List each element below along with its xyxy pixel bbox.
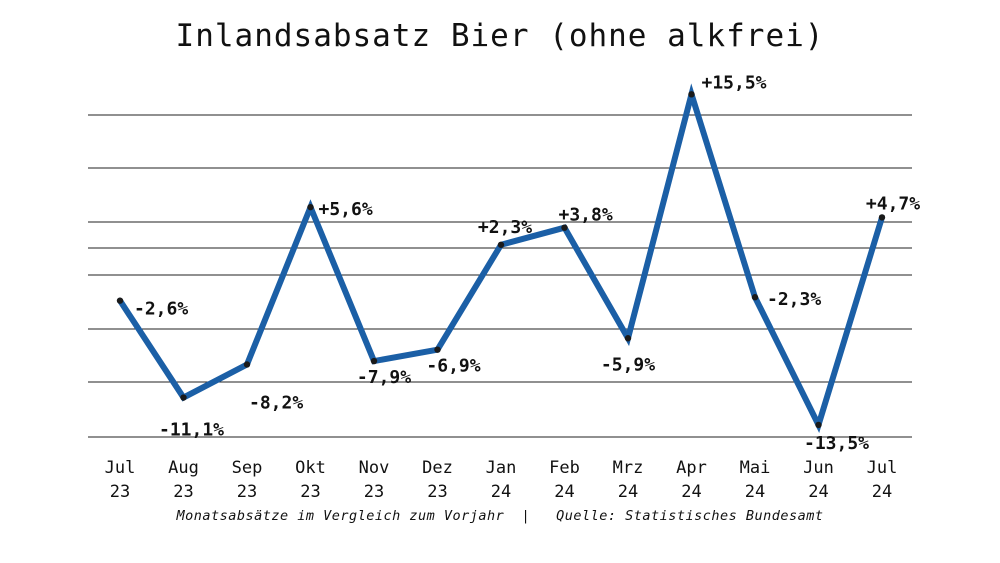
data-label: -6,9%: [426, 356, 480, 377]
series-line: [117, 83, 885, 433]
data-point: [497, 241, 505, 248]
gridlines: [88, 114, 912, 438]
data-label: -2,3%: [767, 289, 821, 310]
data-label: +5,6%: [319, 199, 373, 220]
data-point: [815, 421, 822, 429]
data-point: [688, 91, 695, 98]
data-label: +2,3%: [478, 217, 532, 238]
data-label: -13,5%: [804, 433, 869, 454]
x-tick-label: Dez 23: [422, 458, 453, 502]
data-label: -5,9%: [601, 354, 655, 375]
data-label: -11,1%: [159, 420, 224, 441]
data-point: [116, 297, 124, 304]
x-tick-label: Mai 24: [740, 458, 771, 502]
data-point: [370, 357, 378, 365]
data-point: [624, 335, 632, 342]
data-point: [434, 346, 441, 353]
x-tick-label: Nov 23: [359, 458, 390, 502]
data-point: [878, 214, 886, 221]
line-chart: -2,6% -11,1% -8,2% +5,6% -7,9% -6,9% +2,3% +3,8…: [88, 72, 920, 502]
x-tick-label: Sep 23: [232, 458, 263, 502]
data-label: +3,8%: [559, 205, 613, 226]
x-axis-ticks: Jul 23 Aug 23 Sep 23 Okt 23 Nov 23 Dez 23 Jan 24 Feb 24…: [105, 458, 898, 502]
x-tick-label: Jul 23: [105, 458, 136, 502]
data-point: [561, 224, 568, 231]
data-labels: -2,6% -11,1% -8,2% +5,6% -7,9% -6,9% +2,3% +3,8…: [134, 72, 920, 454]
chart-footer-note: Monatsabsätze im Vergleich zum Vorjahr |…: [176, 508, 824, 524]
chart-title: Inlandsabsatz Bier (ohne alkfrei): [175, 18, 825, 54]
x-tick-label: Apr 24: [676, 458, 707, 502]
x-tick-label: Jun 24: [803, 458, 834, 502]
x-tick-label: Jan 24: [486, 458, 517, 502]
data-label: -2,6%: [134, 299, 188, 320]
data-points: [116, 91, 886, 429]
data-point: [751, 294, 759, 301]
data-label: +4,7%: [866, 193, 920, 214]
data-label: +15,5%: [702, 72, 767, 93]
data-label: -7,9%: [357, 367, 411, 388]
x-tick-label: Jul 24: [867, 458, 898, 502]
data-point: [307, 203, 314, 211]
x-tick-label: Feb 24: [549, 458, 580, 502]
data-label: -8,2%: [249, 392, 303, 413]
data-point: [180, 394, 187, 401]
x-tick-label: Aug 23: [168, 458, 199, 502]
x-tick-label: Okt 23: [295, 458, 326, 502]
data-point: [243, 361, 251, 368]
series-line-layer: [117, 83, 885, 433]
x-tick-label: Mrz 24: [613, 458, 644, 502]
